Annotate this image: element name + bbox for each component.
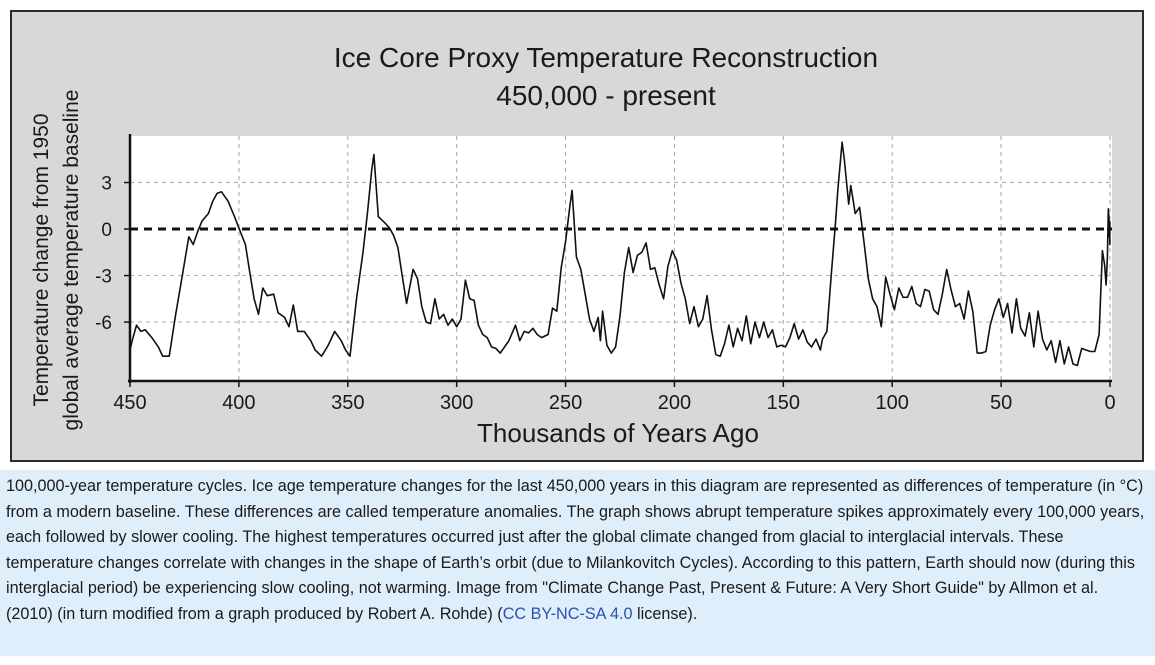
y-tick-label: 0 xyxy=(101,220,112,241)
caption-text: 100,000-year temperature cycles. Ice age… xyxy=(6,477,1145,623)
x-tick-label: 200 xyxy=(658,392,691,414)
x-tick-label: 350 xyxy=(331,392,364,414)
x-tick-label: 300 xyxy=(440,392,473,414)
x-tick-label: 250 xyxy=(549,392,582,414)
figure-panel: Ice Core Proxy Temperature Reconstructio… xyxy=(10,10,1144,462)
temperature-series-line xyxy=(129,141,1111,367)
y-tick-label: 3 xyxy=(101,174,112,195)
y-tick-label: -3 xyxy=(95,267,112,288)
x-axis-ticks: 450 400 350 300 250 200 150 100 50 0 xyxy=(113,381,1116,414)
x-tick-label: 450 xyxy=(113,392,146,414)
x-axis-label: Thousands of Years Ago xyxy=(477,418,759,448)
figure-caption: 100,000-year temperature cycles. Ice age… xyxy=(0,470,1155,656)
chart: Ice Core Proxy Temperature Reconstructio… xyxy=(30,42,1116,448)
y-axis-label-line2: global average temperature baseline xyxy=(60,90,83,431)
license-link[interactable]: CC BY-NC-SA 4.0 xyxy=(502,604,633,623)
plot-area xyxy=(130,136,1112,381)
chart-title-line1: Ice Core Proxy Temperature Reconstructio… xyxy=(334,42,878,73)
chart-title-line2: 450,000 - present xyxy=(496,80,716,111)
x-tick-label: 150 xyxy=(767,392,800,414)
x-tick-label: 0 xyxy=(1104,392,1115,414)
caption-text-end: license). xyxy=(632,604,698,623)
x-tick-label: 50 xyxy=(990,392,1012,414)
x-tick-label: 100 xyxy=(876,392,909,414)
x-tick-label: 400 xyxy=(222,392,255,414)
grid xyxy=(130,136,1112,381)
y-axis-ticks: 3 0 -3 -6 xyxy=(95,174,130,334)
y-axis-label-line1: Temperature change from 1950 xyxy=(30,113,53,406)
y-tick-label: -6 xyxy=(95,313,112,334)
